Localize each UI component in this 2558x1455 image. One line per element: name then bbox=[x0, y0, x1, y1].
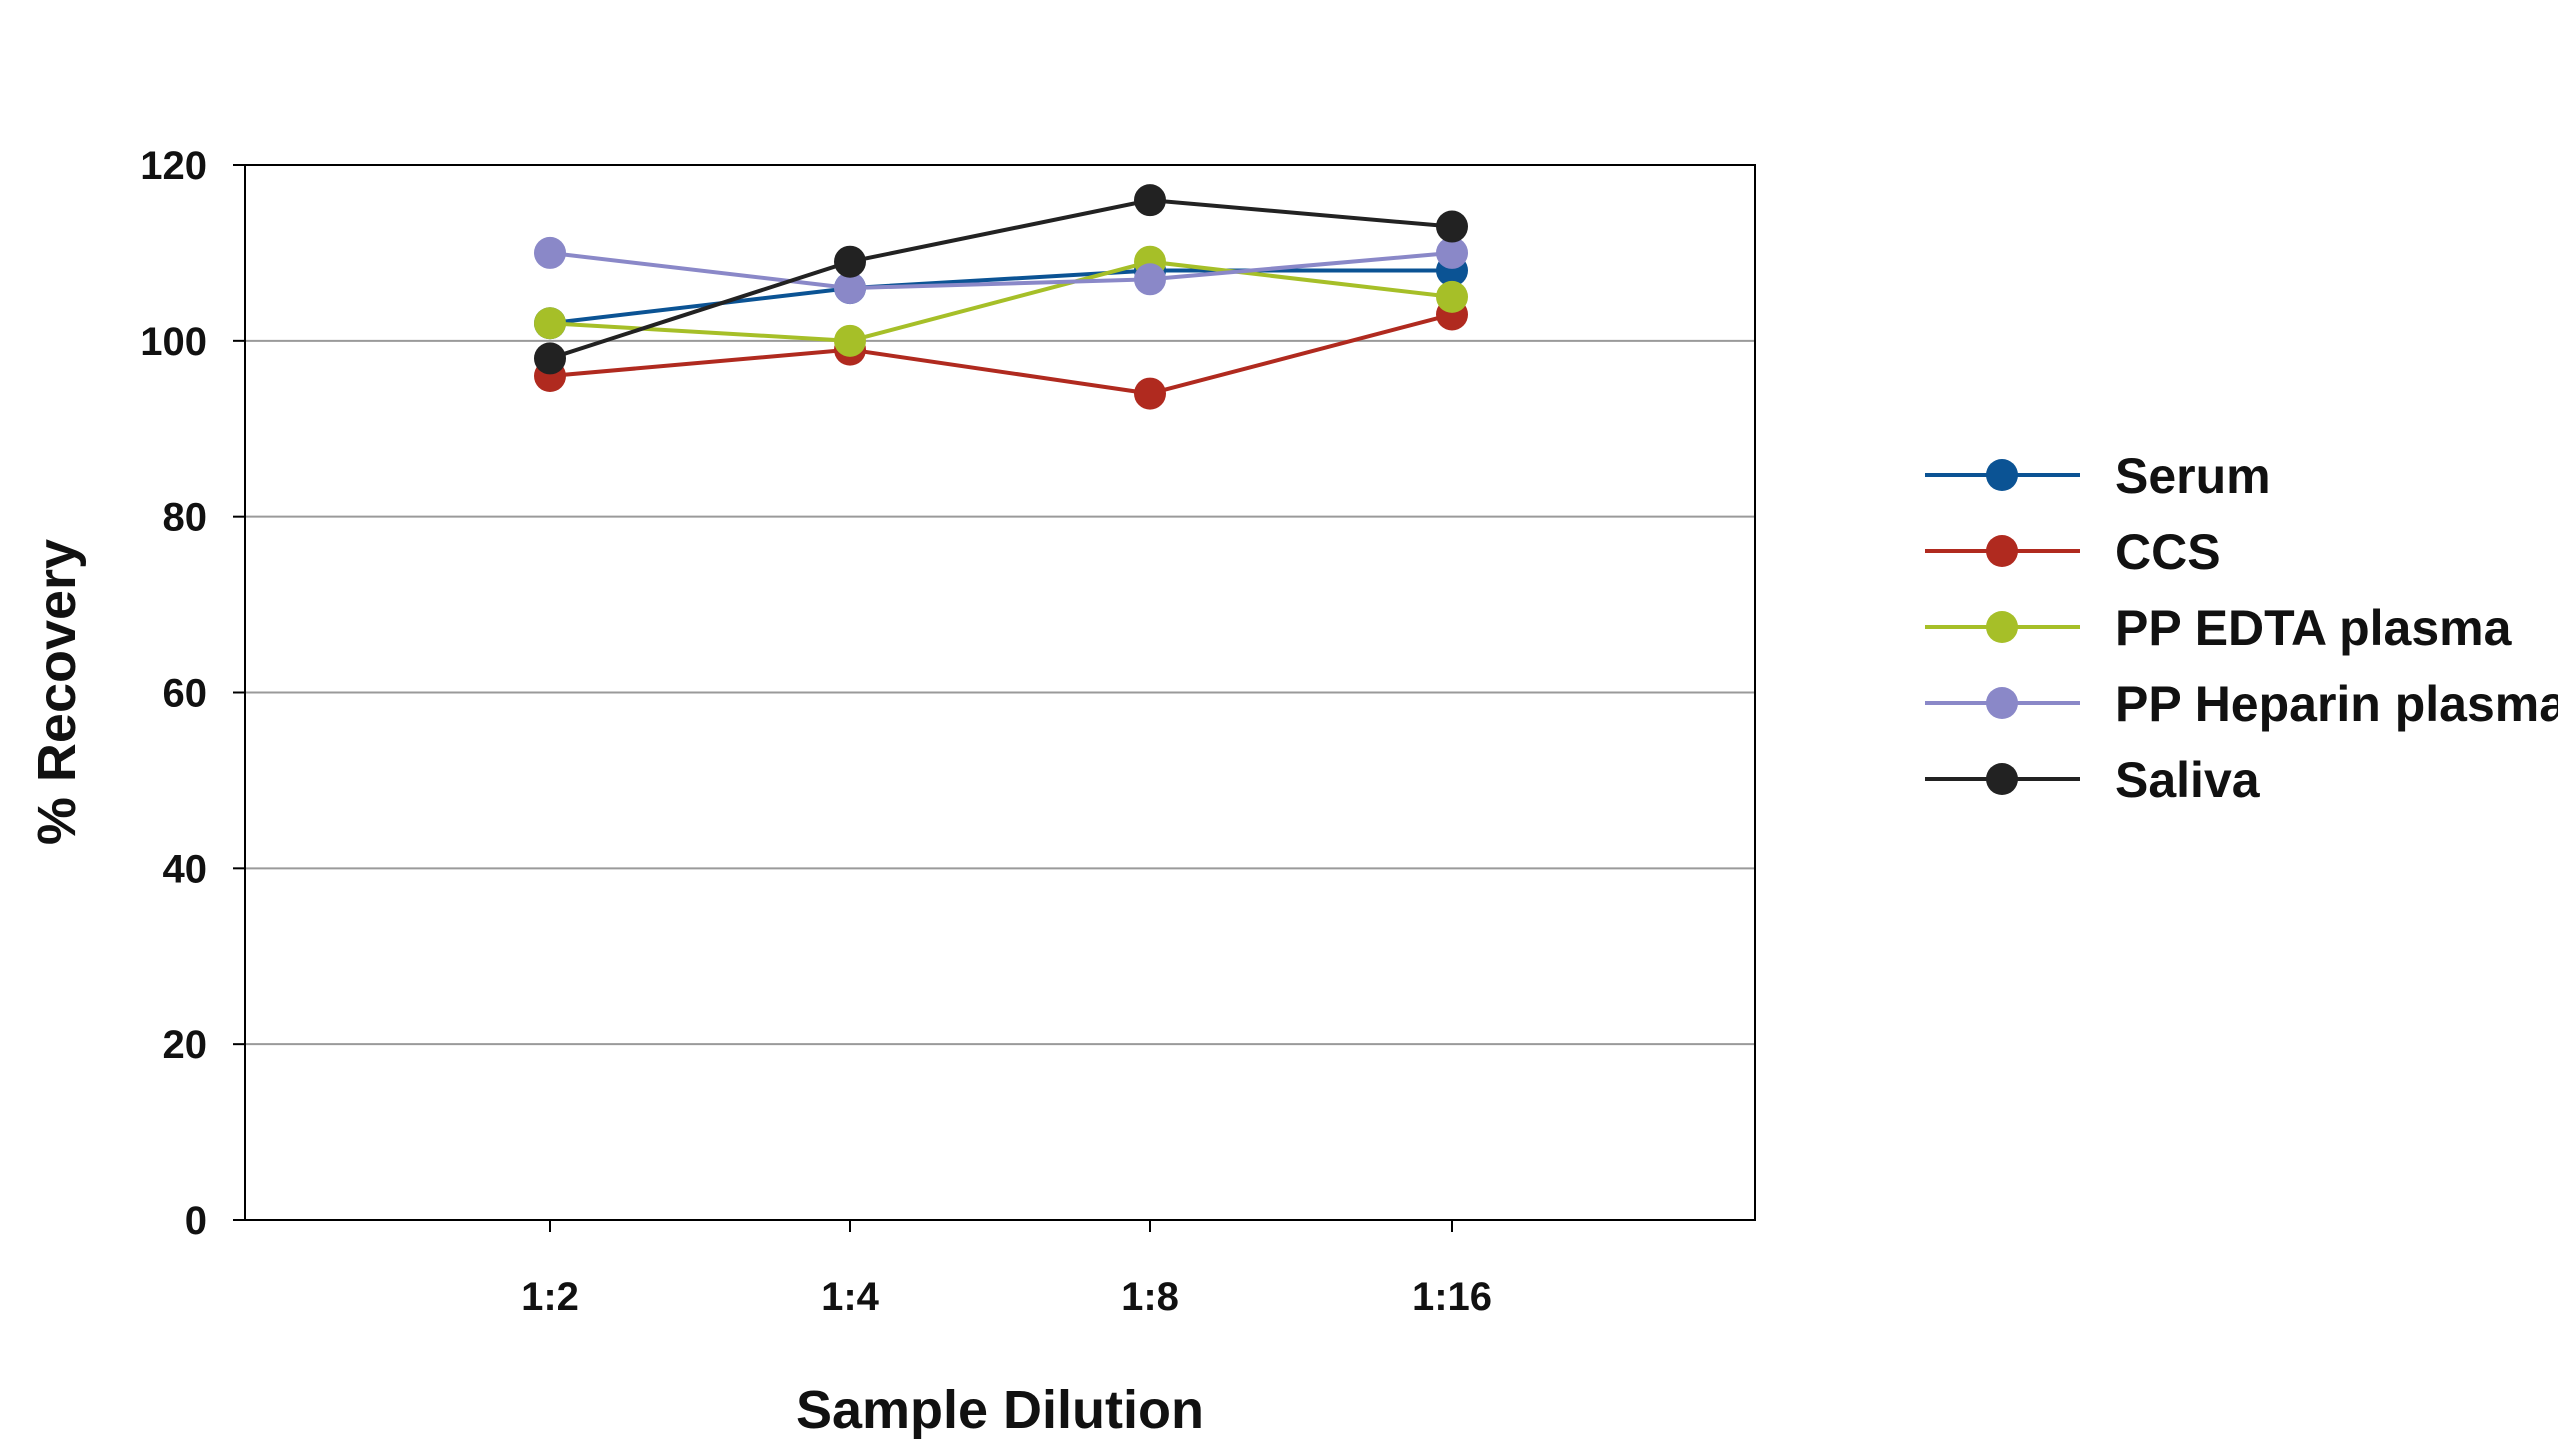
data-point bbox=[1134, 184, 1166, 217]
series-line bbox=[549, 268, 1452, 326]
legend-marker bbox=[1986, 763, 2018, 795]
legend-label: CCS bbox=[2115, 524, 2221, 580]
y-tick-label: 60 bbox=[163, 672, 208, 716]
legend-marker bbox=[1986, 611, 2018, 643]
data-point bbox=[534, 307, 566, 340]
axes: 0 20 40 60 80 100 120 1:2 1:4 1:8 1:16 bbox=[140, 144, 1492, 1319]
legend-label: PP EDTA plasma bbox=[2115, 600, 2513, 656]
y-tick-label: 40 bbox=[163, 847, 208, 891]
series-line bbox=[549, 198, 1453, 361]
y-axis-title: % Recovery bbox=[27, 539, 87, 845]
legend-item: Serum bbox=[1925, 448, 2271, 504]
x-tick-label: 1:4 bbox=[821, 1275, 880, 1319]
series-ccs bbox=[534, 298, 1468, 410]
data-point bbox=[534, 342, 566, 375]
series-line bbox=[549, 312, 1453, 396]
y-tick-label: 120 bbox=[140, 144, 207, 188]
series-line bbox=[549, 259, 1453, 343]
legend: Serum CCS PP EDTA plasma PP Heparin plasma S… bbox=[1925, 448, 2558, 808]
series-lines bbox=[534, 184, 1468, 410]
series-pp-edta-plasma bbox=[534, 245, 1468, 357]
y-tick-label: 80 bbox=[163, 496, 208, 540]
x-tick-label: 1:8 bbox=[1121, 1275, 1179, 1319]
data-point bbox=[534, 236, 566, 269]
y-tick-label: 100 bbox=[140, 320, 207, 364]
data-point bbox=[1134, 263, 1166, 296]
gridlines bbox=[245, 339, 1755, 1046]
data-point bbox=[1134, 377, 1166, 410]
legend-item: PP EDTA plasma bbox=[1925, 600, 2513, 656]
legend-marker bbox=[1986, 687, 2018, 719]
series-line bbox=[549, 250, 1453, 291]
legend-label: PP Heparin plasma bbox=[2115, 676, 2558, 732]
y-tick-label: 0 bbox=[185, 1199, 207, 1243]
data-point bbox=[1436, 236, 1468, 269]
legend-item: Saliva bbox=[1925, 752, 2261, 808]
data-point bbox=[834, 324, 866, 357]
x-tick-label: 1:2 bbox=[521, 1275, 579, 1319]
legend-item: PP Heparin plasma bbox=[1925, 676, 2558, 732]
y-tick-label: 20 bbox=[163, 1023, 208, 1067]
x-axis-title: Sample Dilution bbox=[796, 1380, 1204, 1440]
legend-item: CCS bbox=[1925, 524, 2221, 580]
legend-label: Serum bbox=[2115, 448, 2271, 504]
x-tick-label: 1:16 bbox=[1412, 1275, 1492, 1319]
legend-marker bbox=[1986, 459, 2018, 491]
data-point bbox=[1436, 210, 1468, 243]
legend-label: Saliva bbox=[2115, 752, 2261, 808]
legend-marker bbox=[1986, 535, 2018, 567]
data-point bbox=[1436, 280, 1468, 313]
data-point bbox=[834, 272, 866, 305]
data-point bbox=[834, 245, 866, 278]
series-saliva bbox=[534, 184, 1468, 375]
series-pp-heparin-plasma bbox=[534, 236, 1468, 305]
